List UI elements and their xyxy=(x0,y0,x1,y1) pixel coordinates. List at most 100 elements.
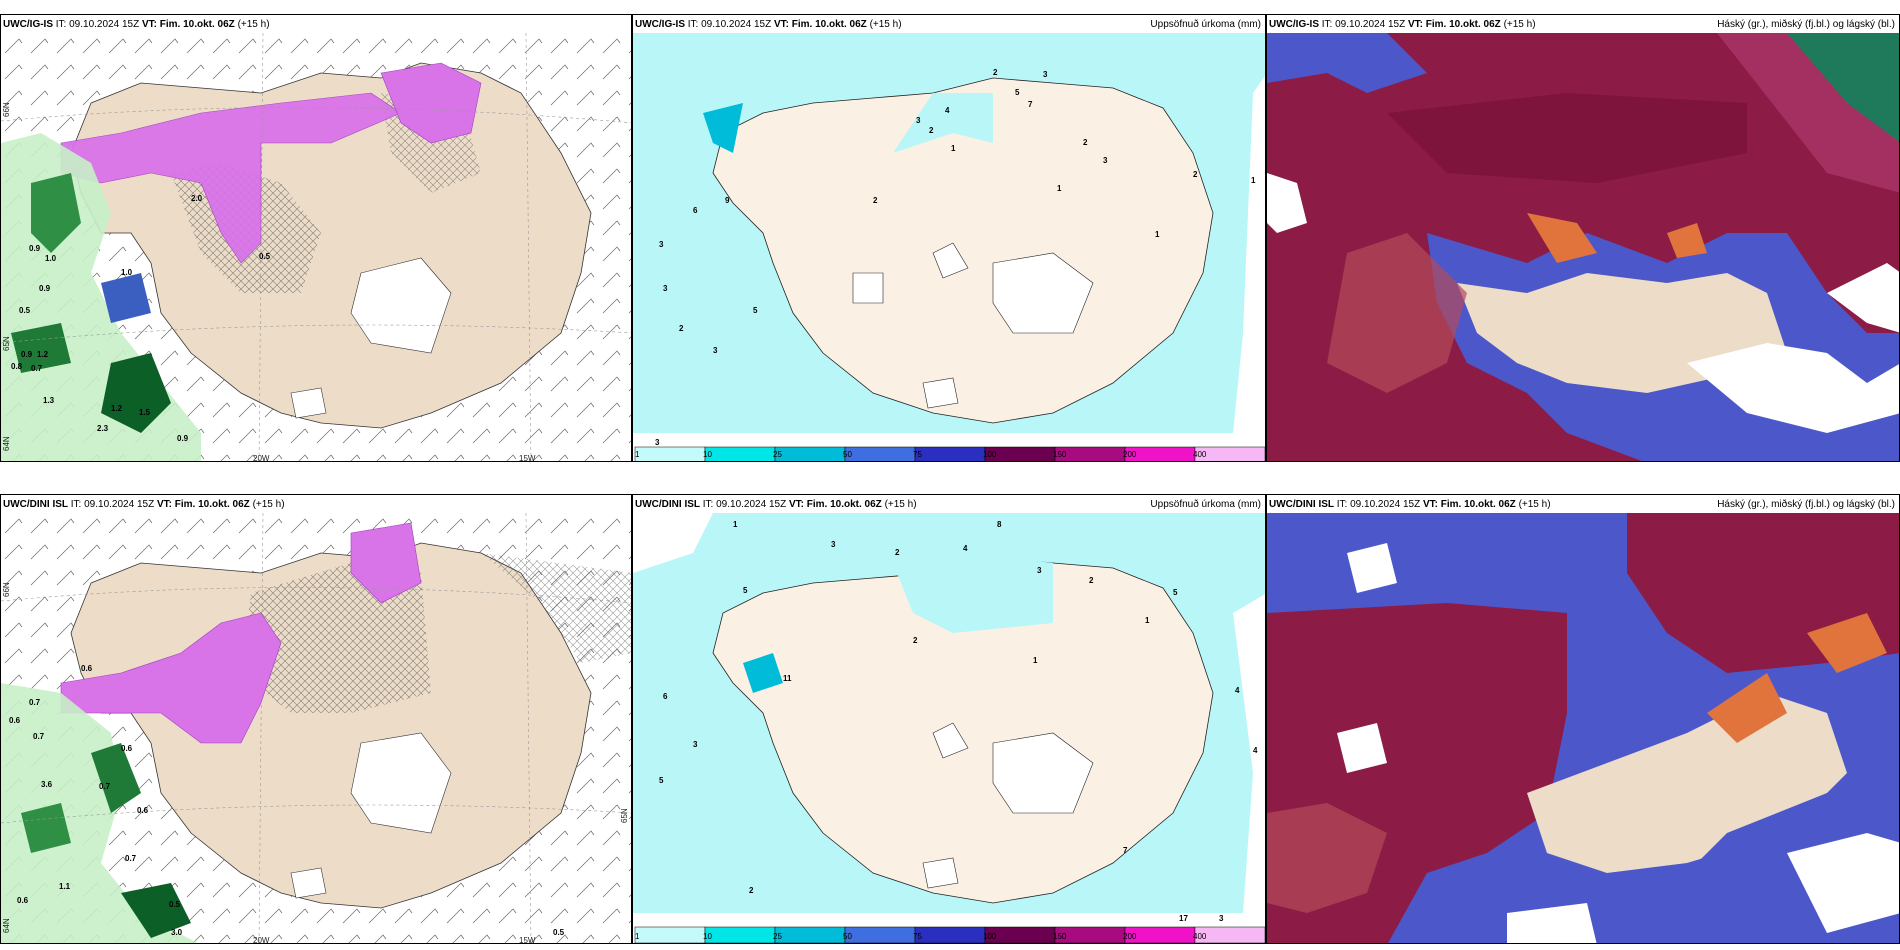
svg-text:2: 2 xyxy=(1089,576,1094,585)
cloud-title: Háský (gr.), miðský (fj.bl.) og lágský (… xyxy=(1717,499,1895,510)
svg-text:1.2: 1.2 xyxy=(37,350,49,359)
panel-wind-precip-bottom: UWC/DINI ISL IT: 09.10.2024 15Z VT: Fim.… xyxy=(0,494,632,944)
svg-text:150: 150 xyxy=(1053,932,1067,941)
svg-text:7: 7 xyxy=(1028,100,1033,109)
svg-text:66N: 66N xyxy=(2,102,11,117)
svg-text:17: 17 xyxy=(1179,914,1188,923)
panel-header: UWC/IG-IS IT: 09.10.2024 15Z VT: Fim. 10… xyxy=(1269,19,1536,30)
svg-text:0.7: 0.7 xyxy=(29,698,41,707)
svg-text:0.6: 0.6 xyxy=(9,716,21,725)
svg-text:75: 75 xyxy=(913,450,922,459)
svg-text:6: 6 xyxy=(693,206,698,215)
svg-text:100: 100 xyxy=(983,450,997,459)
svg-text:3: 3 xyxy=(713,346,718,355)
svg-text:1: 1 xyxy=(635,932,640,941)
svg-text:2: 2 xyxy=(993,68,998,77)
svg-text:0.5: 0.5 xyxy=(169,900,181,909)
svg-text:10: 10 xyxy=(703,450,712,459)
panel-header: UWC/IG-IS IT: 09.10.2024 15Z VT: Fim. 10… xyxy=(3,19,270,30)
svg-text:0.5: 0.5 xyxy=(553,928,565,937)
svg-text:75: 75 xyxy=(913,932,922,941)
svg-text:3: 3 xyxy=(1103,156,1108,165)
svg-text:1: 1 xyxy=(1057,184,1062,193)
svg-text:0.5: 0.5 xyxy=(19,306,31,315)
svg-text:11: 11 xyxy=(783,674,792,683)
svg-text:0.6: 0.6 xyxy=(137,806,149,815)
panel-clouds-bottom: UWC/DINI ISL IT: 09.10.2024 15Z VT: Fim.… xyxy=(1266,494,1900,944)
svg-text:9: 9 xyxy=(725,196,730,205)
svg-text:200: 200 xyxy=(1123,932,1137,941)
svg-text:1.0: 1.0 xyxy=(45,254,57,263)
svg-text:3.0: 3.0 xyxy=(171,928,183,937)
iceland-land xyxy=(712,557,1214,904)
purple-precip-band xyxy=(60,92,402,264)
svg-text:8: 8 xyxy=(997,520,1002,529)
svg-text:0.7: 0.7 xyxy=(33,732,45,741)
map-clouds-top xyxy=(1267,33,1899,461)
svg-text:200: 200 xyxy=(1123,450,1137,459)
svg-text:10: 10 xyxy=(703,932,712,941)
svg-text:2: 2 xyxy=(1083,138,1088,147)
svg-text:0.6: 0.6 xyxy=(121,744,133,753)
panel-header: UWC/IG-IS IT: 09.10.2024 15Z VT: Fim. 10… xyxy=(635,19,902,30)
svg-text:5: 5 xyxy=(1173,588,1178,597)
panel-header: UWC/DINI ISL IT: 09.10.2024 15Z VT: Fim.… xyxy=(635,499,917,510)
iceland-land xyxy=(70,542,592,909)
svg-text:4: 4 xyxy=(963,544,968,553)
map-wind-precip-bottom: 20W 15W 66N 65N 64N 0.6 0.7 0.6 0.7 0.6 … xyxy=(1,513,631,943)
svg-text:3: 3 xyxy=(916,116,921,125)
svg-text:50: 50 xyxy=(843,450,852,459)
map-precip-bottom: 1 3 2 4 8 3 5 11 6 2 5 3 1 2 17 3 4 7 2 … xyxy=(633,513,1265,943)
svg-text:25: 25 xyxy=(773,450,782,459)
map-wind-precip-top: 20W 15W 66N 65N 64N 0.9 1.0 0.9 0.5 0.9 … xyxy=(1,33,631,462)
map-precip-top: 2 5 3 7 4 3 2 1 2 3 1 6 9 2 3 5 3 2 3 3 … xyxy=(633,33,1265,461)
svg-text:2: 2 xyxy=(913,636,918,645)
svg-text:1: 1 xyxy=(733,520,738,529)
svg-text:0.9: 0.9 xyxy=(39,284,51,293)
purple-precip-band xyxy=(60,612,282,744)
panel-precip-bottom: UWC/DINI ISL IT: 09.10.2024 15Z VT: Fim.… xyxy=(632,494,1266,944)
colorbar xyxy=(634,926,1265,943)
svg-text:5: 5 xyxy=(753,306,758,315)
cloud-title: Háský (gr.), miðský (fj.bl.) og lágský (… xyxy=(1717,19,1895,30)
precip-title: Uppsöfnuð úrkoma (mm) xyxy=(1150,499,1261,510)
svg-text:2: 2 xyxy=(1193,170,1198,179)
svg-text:0.8: 0.8 xyxy=(11,362,23,371)
svg-text:25: 25 xyxy=(773,932,782,941)
panel-clouds-top: UWC/IG-IS IT: 09.10.2024 15Z VT: Fim. 10… xyxy=(1266,14,1900,462)
svg-text:0.7: 0.7 xyxy=(99,782,111,791)
svg-text:65N: 65N xyxy=(2,336,11,351)
svg-text:0.9: 0.9 xyxy=(29,244,41,253)
svg-text:0.6: 0.6 xyxy=(81,664,93,673)
svg-text:2.0: 2.0 xyxy=(191,194,203,203)
svg-text:1: 1 xyxy=(1155,230,1160,239)
svg-text:3: 3 xyxy=(1043,70,1048,79)
svg-text:2: 2 xyxy=(895,548,900,557)
svg-text:66N: 66N xyxy=(2,582,11,597)
svg-text:5: 5 xyxy=(743,586,748,595)
svg-text:2: 2 xyxy=(679,324,684,333)
svg-text:3: 3 xyxy=(655,438,660,447)
precip-title: Uppsöfnuð úrkoma (mm) xyxy=(1150,19,1261,30)
svg-text:3: 3 xyxy=(659,240,664,249)
panel-header: UWC/DINI ISL IT: 09.10.2024 15Z VT: Fim.… xyxy=(1269,499,1551,510)
svg-text:1.3: 1.3 xyxy=(43,396,55,405)
svg-text:1: 1 xyxy=(1033,656,1038,665)
svg-text:4: 4 xyxy=(945,106,950,115)
panel-header: UWC/DINI ISL IT: 09.10.2024 15Z VT: Fim.… xyxy=(3,499,285,510)
svg-text:0.7: 0.7 xyxy=(125,854,137,863)
svg-text:0.6: 0.6 xyxy=(17,896,29,905)
svg-text:0.7: 0.7 xyxy=(31,364,43,373)
panel-precip-top: UWC/IG-IS IT: 09.10.2024 15Z VT: Fim. 10… xyxy=(632,14,1266,462)
svg-text:15W: 15W xyxy=(519,454,536,462)
svg-text:5: 5 xyxy=(1015,88,1020,97)
panel-wind-precip-top: UWC/IG-IS IT: 09.10.2024 15Z VT: Fim. 10… xyxy=(0,14,632,462)
svg-text:2: 2 xyxy=(749,886,754,895)
svg-text:1.0: 1.0 xyxy=(121,268,133,277)
svg-text:1: 1 xyxy=(635,450,640,459)
svg-text:2: 2 xyxy=(873,196,878,205)
svg-text:50: 50 xyxy=(843,932,852,941)
svg-text:64N: 64N xyxy=(2,436,11,451)
colorbar xyxy=(634,446,1265,461)
svg-text:3.6: 3.6 xyxy=(41,780,53,789)
